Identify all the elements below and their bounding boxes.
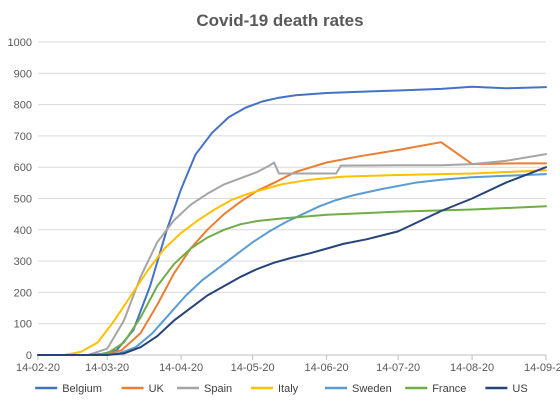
y-tick-label: 400 — [14, 225, 32, 237]
x-tick-label: 14-02-20 — [16, 362, 60, 374]
legend-item-us: US — [485, 383, 528, 395]
series-line-us — [37, 166, 547, 356]
legend-label: Sweden — [352, 383, 392, 395]
x-axis-ticks: 14-02-20 14-03-20 14-04-20 14-05-20 14-06-20… — [16, 355, 560, 374]
x-tick-label: 14-07-20 — [376, 362, 420, 374]
series-line-italy — [37, 169, 547, 356]
legend-item-sweden: Sweden — [325, 383, 392, 395]
x-tick-label: 14-03-20 — [85, 362, 129, 374]
y-tick-label: 800 — [14, 100, 32, 112]
y-tick-label: 700 — [14, 131, 32, 143]
series-line-sweden — [37, 173, 547, 356]
y-tick-label: 900 — [14, 68, 32, 80]
y-tick-label: 200 — [14, 287, 32, 299]
series-lines — [37, 85, 547, 356]
x-tick-label: 14-04-20 — [159, 362, 203, 374]
x-tick-label: 14-09-20 — [524, 362, 560, 374]
y-tick-label: 1000 — [8, 37, 32, 49]
legend-item-france: France — [405, 383, 466, 395]
y-tick-label: 300 — [14, 256, 32, 268]
series-line-spain — [37, 153, 547, 356]
legend-label: UK — [149, 383, 165, 395]
legend-label: Spain — [204, 383, 232, 395]
legend-label: France — [432, 383, 466, 395]
legend-item-italy: Italy — [251, 383, 299, 395]
legend-label: US — [512, 383, 527, 395]
gridlines — [38, 41, 546, 356]
y-axis-ticks: 0 100 200 300 400 500 600 700 800 900 1000 — [8, 37, 32, 362]
x-tick-label: 14-05-20 — [231, 362, 275, 374]
series-line-belgium — [37, 85, 547, 356]
x-tick-label: 14-06-20 — [305, 362, 349, 374]
x-tick-label: 14-08-20 — [450, 362, 494, 374]
legend: Belgium UK Spain Italy Sweden France US — [35, 383, 528, 395]
legend-item-spain: Spain — [177, 383, 232, 395]
legend-label: Belgium — [62, 383, 102, 395]
legend-item-belgium: Belgium — [35, 383, 102, 395]
series-line-france — [37, 205, 547, 356]
legend-label: Italy — [278, 383, 299, 395]
series-line-uk — [37, 141, 547, 356]
legend-item-uk: UK — [121, 383, 165, 395]
chart-title: Covid-19 death rates — [196, 11, 363, 30]
y-tick-label: 600 — [14, 162, 32, 174]
y-tick-label: 100 — [14, 319, 32, 331]
y-tick-label: 0 — [26, 350, 32, 362]
y-tick-label: 500 — [14, 194, 32, 206]
